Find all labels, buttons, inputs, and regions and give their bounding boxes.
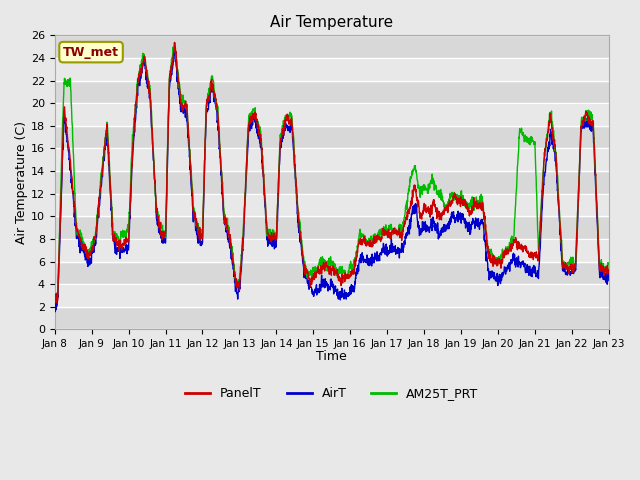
AirT [51, 304, 59, 310]
Y-axis label: Air Temperature (C): Air Temperature (C) [15, 121, 28, 244]
Bar [55, 284, 609, 307]
AirT [556, 228, 564, 233]
PanelT [360, 234, 368, 240]
Line: PanelT: PanelT [55, 42, 609, 303]
Line: AM25T_PRT: AM25T_PRT [55, 43, 609, 300]
AM25T_PRT [360, 235, 368, 240]
AirT [348, 286, 356, 292]
Bar [55, 103, 609, 126]
AirT [51, 309, 59, 314]
X-axis label: Time: Time [316, 350, 347, 363]
Text: TW_met: TW_met [63, 46, 119, 59]
AM25T_PRT [170, 40, 178, 46]
Title: Air Temperature: Air Temperature [270, 15, 394, 30]
Bar [55, 239, 609, 262]
AirT [171, 46, 179, 51]
Bar [55, 126, 609, 148]
Line: AirT: AirT [55, 48, 609, 312]
AirT [360, 257, 368, 263]
PanelT [493, 261, 501, 266]
AM25T_PRT [556, 222, 564, 228]
Bar [55, 81, 609, 103]
AM25T_PRT [51, 291, 59, 297]
PanelT [348, 270, 356, 276]
PanelT [556, 227, 564, 232]
AM25T_PRT [206, 89, 214, 95]
AirT [572, 267, 579, 273]
AM25T_PRT [572, 260, 579, 266]
AM25T_PRT [493, 255, 501, 261]
AM25T_PRT [605, 261, 612, 267]
Legend: PanelT, AirT, AM25T_PRT: PanelT, AirT, AM25T_PRT [180, 383, 484, 406]
Bar [55, 36, 609, 58]
Bar [55, 307, 609, 329]
Bar [55, 216, 609, 239]
Bar [55, 148, 609, 171]
Bar [55, 171, 609, 193]
PanelT [171, 39, 179, 45]
Bar [55, 262, 609, 284]
Bar [55, 58, 609, 81]
AM25T_PRT [52, 298, 60, 303]
PanelT [605, 267, 612, 273]
PanelT [572, 257, 579, 263]
PanelT [51, 292, 59, 298]
Bar [55, 193, 609, 216]
PanelT [206, 93, 214, 99]
Bar [55, 12, 609, 36]
AirT [493, 271, 501, 276]
PanelT [52, 300, 60, 306]
AirT [605, 271, 612, 277]
AM25T_PRT [348, 264, 356, 269]
AirT [206, 98, 214, 104]
